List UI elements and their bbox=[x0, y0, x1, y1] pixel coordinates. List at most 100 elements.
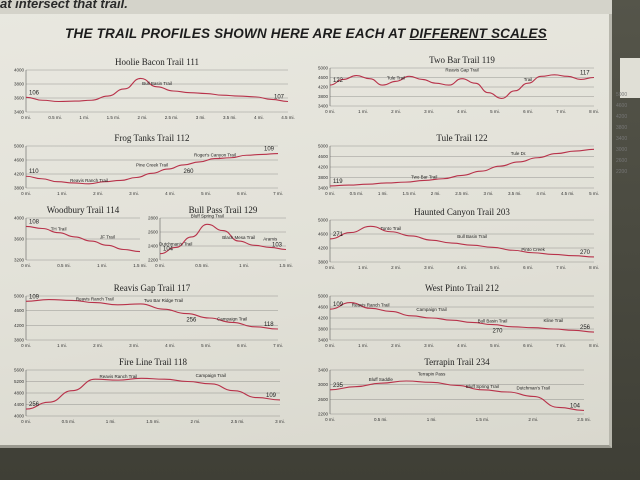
x-tick-label: 3 mi. bbox=[484, 191, 494, 196]
x-tick-label: 8 mi. bbox=[589, 343, 599, 348]
junction-label: Bull Basin Trail bbox=[457, 234, 487, 239]
neighbor-tick-label: 3400 bbox=[616, 136, 628, 142]
junction-label: Two Bar Trail bbox=[411, 174, 437, 179]
neighbor-tick-label: 2600 bbox=[616, 158, 628, 164]
profile-title: Fire Line Trail 118 bbox=[119, 357, 187, 367]
junction-label: Black Mesa Trail bbox=[222, 235, 255, 240]
x-tick-label: 0.5 mi. bbox=[195, 263, 209, 268]
y-tick-label: 2600 bbox=[148, 230, 159, 235]
headline-emphasis: DIFFERENT SCALES bbox=[409, 26, 547, 41]
junction-label: Dutchman's Trail bbox=[159, 241, 192, 246]
x-tick-label: 7 mi. bbox=[273, 191, 283, 196]
y-tick-label: 3800 bbox=[318, 175, 329, 180]
x-tick-label: 8 mi. bbox=[589, 265, 599, 270]
trail-profile-panel: Fire Line Trail 118560052004800440040000… bbox=[14, 357, 285, 424]
x-tick-label: 0 mi. bbox=[21, 419, 31, 424]
elevation-profile-line bbox=[25, 377, 281, 410]
y-tick-label: 3000 bbox=[318, 382, 329, 387]
x-tick-label: 1.5 mi. bbox=[107, 115, 121, 120]
junction-label: Reavis Ranch Trail bbox=[70, 178, 108, 183]
x-tick-label: 3.5 mi. bbox=[223, 115, 237, 120]
x-tick-label: 3 mi. bbox=[424, 343, 434, 348]
x-tick-label: 1.5 mi. bbox=[279, 263, 293, 268]
trail-number-mid: 260 bbox=[184, 169, 195, 175]
neighbor-tick-label: 3000 bbox=[616, 147, 628, 153]
x-tick-label: 0 mi. bbox=[21, 343, 31, 348]
y-tick-label: 3800 bbox=[318, 94, 329, 99]
y-tick-label: 2600 bbox=[318, 397, 329, 402]
y-tick-label: 2400 bbox=[148, 244, 159, 249]
junction-label: Two Bar Ridge Trail bbox=[144, 298, 183, 303]
x-tick-label: 1.5 mi. bbox=[146, 419, 160, 424]
profile-title: Bull Pass Trail 129 bbox=[189, 205, 258, 215]
trail-number-start: 104 bbox=[163, 247, 174, 253]
y-tick-label: 3400 bbox=[14, 110, 25, 115]
neighbor-tick-label: 5000 bbox=[616, 92, 628, 98]
x-tick-label: 1 mi. bbox=[358, 265, 368, 270]
upper-sign-edge bbox=[0, 0, 612, 14]
y-tick-label: 5000 bbox=[318, 66, 329, 71]
neighbor-sign-edge bbox=[620, 58, 640, 98]
x-tick-label: 3 mi. bbox=[129, 191, 139, 196]
trail-profile-panel: Hoolie Bacon Trail 111 4000 3800 3600 34000 … bbox=[14, 57, 295, 120]
y-tick-label: 3200 bbox=[14, 258, 25, 263]
x-tick-label: 5 mi. bbox=[490, 343, 500, 348]
x-tick-label: 0.5 mi. bbox=[48, 115, 62, 120]
profile-title: Terrapin Trail 234 bbox=[424, 357, 490, 367]
y-tick-label: 5000 bbox=[318, 294, 329, 299]
junction-label: Pine Creek Trail bbox=[136, 162, 168, 167]
y-tick-label: 4600 bbox=[318, 232, 329, 237]
y-tick-label: 3400 bbox=[318, 338, 329, 343]
junction-label: Bluff Spring Trail bbox=[191, 213, 224, 218]
y-tick-label: 2800 bbox=[148, 216, 159, 221]
junction-label: Bluff Saddle bbox=[369, 377, 394, 382]
x-tick-label: 2 mi. bbox=[391, 109, 401, 114]
y-tick-label: 3600 bbox=[14, 96, 25, 101]
trail-profile-panel: Haunted Canyon Trail 203 5000 4600 4200 3800… bbox=[318, 207, 599, 270]
junction-label: Bull Basin Trail bbox=[478, 319, 508, 324]
x-tick-label: 1 mi. bbox=[239, 263, 249, 268]
trail-number-start: 106 bbox=[29, 90, 40, 96]
junction-label: Tonto Trail bbox=[381, 226, 402, 231]
neighbor-tick-label: 4200 bbox=[616, 114, 628, 120]
trail-number-start: 122 bbox=[333, 78, 344, 84]
y-tick-label: 4600 bbox=[14, 308, 25, 313]
trail-number-end: 107 bbox=[274, 95, 285, 101]
x-tick-label: 2 mi. bbox=[190, 419, 200, 424]
y-tick-label: 5000 bbox=[318, 218, 329, 223]
x-tick-label: 6 mi. bbox=[237, 343, 247, 348]
junction-label: Roger's Canyon Trail bbox=[194, 153, 236, 158]
neighbor-tick-label: 2200 bbox=[616, 169, 628, 175]
x-tick-label: 2 mi. bbox=[528, 417, 538, 422]
trail-number-start: 108 bbox=[29, 219, 40, 225]
trail-number-end: 104 bbox=[570, 403, 581, 409]
junction-label: Tule Trail bbox=[387, 75, 405, 80]
elevation-profile-line bbox=[329, 225, 595, 258]
x-tick-label: 2 mi. bbox=[431, 191, 441, 196]
y-tick-label: 5600 bbox=[14, 368, 25, 373]
trail-number-start: 109 bbox=[29, 294, 40, 300]
neighbor-sign-ticks: 5000 4600 4200 3800 3400 3000 2600 2200 bbox=[616, 90, 640, 178]
trail-number-end: 270 bbox=[580, 250, 591, 256]
x-tick-label: 2 mi. bbox=[93, 191, 103, 196]
profile-title: Tule Trail 122 bbox=[436, 133, 487, 143]
y-tick-label: 4400 bbox=[14, 402, 25, 407]
x-tick-label: 3 mi. bbox=[275, 419, 285, 424]
x-tick-label: 0 mi. bbox=[325, 343, 335, 348]
y-tick-label: 5000 bbox=[14, 294, 25, 299]
x-tick-label: 0 mi. bbox=[155, 263, 165, 268]
junction-label: Campaign Trail bbox=[217, 316, 247, 321]
y-tick-label: 3800 bbox=[14, 82, 25, 87]
junction-label: Bluff Spring Trail bbox=[466, 384, 499, 389]
y-tick-label: 3800 bbox=[14, 186, 25, 191]
y-tick-label: 4600 bbox=[318, 154, 329, 159]
x-tick-label: 1 mi. bbox=[358, 343, 368, 348]
junction-label: Dutchman's Trail bbox=[517, 385, 550, 390]
profile-title: Frog Tanks Trail 112 bbox=[114, 133, 189, 143]
elevation-profile-line bbox=[25, 77, 289, 103]
